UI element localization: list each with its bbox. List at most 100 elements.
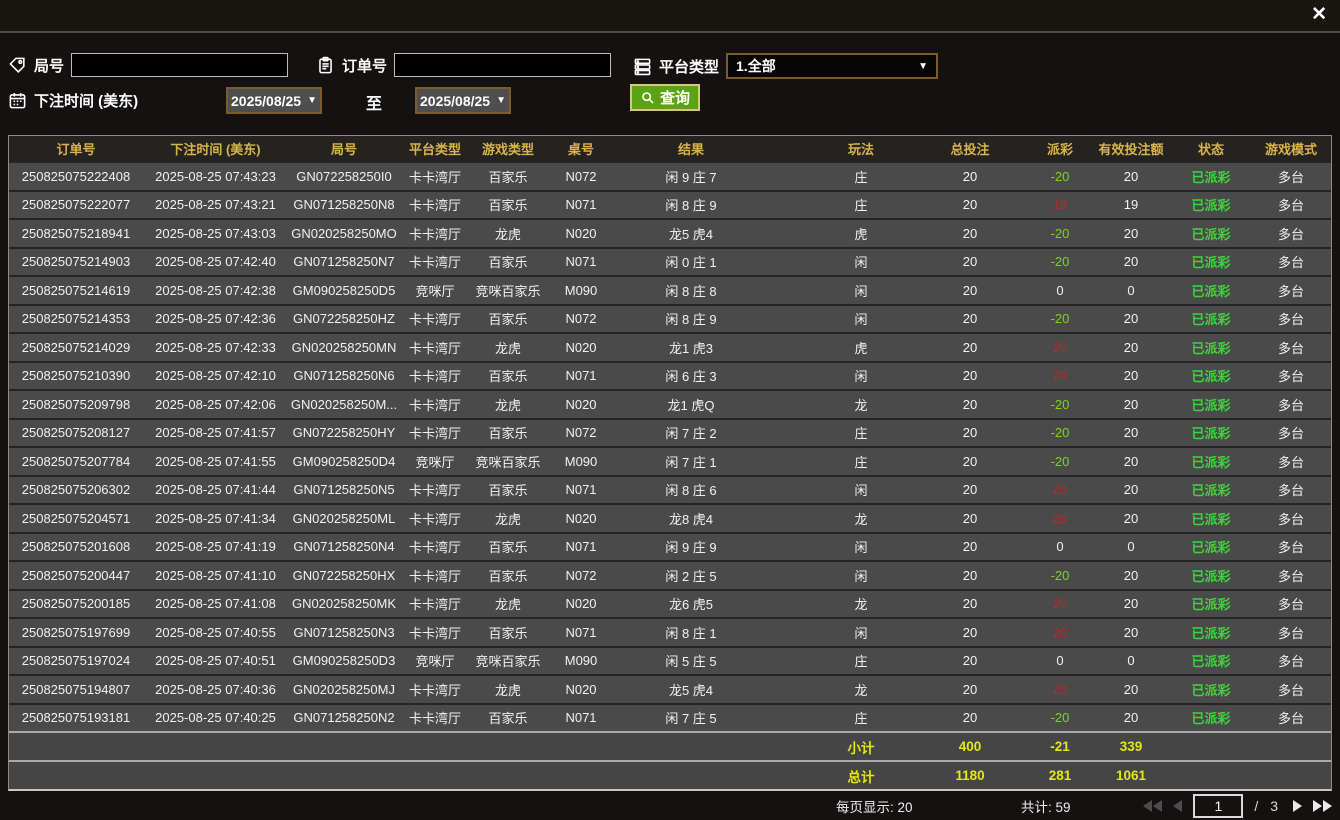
per-page-label: 每页显示: — [836, 800, 894, 815]
cell-bet: 庄 — [854, 454, 868, 470]
table-row: 250825075214619 2025-08-25 07:42:38 GM0902… — [9, 275, 1331, 304]
cell-valid: 20 — [1123, 254, 1139, 270]
cell-round: GN072258250HY — [292, 425, 396, 441]
first-page-button[interactable] — [1143, 800, 1163, 812]
cell-payout: -20 — [1050, 225, 1070, 241]
cell-mode: 多台 — [1277, 511, 1304, 527]
next-page-button[interactable] — [1293, 800, 1302, 812]
cell-total: 20 — [962, 368, 978, 384]
cell-round: GN071258250N6 — [293, 368, 395, 384]
cell-game: 龙虎 — [494, 511, 521, 527]
prev-page-button[interactable] — [1173, 800, 1183, 812]
grand-total-row: 总计 1180 281 1061 — [9, 760, 1331, 789]
cell-time: 2025-08-25 07:40:36 — [155, 681, 276, 697]
cell-order: 250825075218941 — [21, 225, 131, 241]
cell-game: 竞咪百家乐 — [475, 283, 541, 299]
cell-hall: 卡卡湾厅 — [408, 483, 461, 499]
cell-mode: 多台 — [1277, 568, 1304, 584]
chevron-down-icon: ▼ — [307, 95, 317, 106]
tag-icon — [9, 57, 25, 73]
cell-status: 已派彩 — [1191, 369, 1231, 385]
cell-round: GN072258250HX — [292, 567, 396, 583]
cell-table: N071 — [565, 710, 597, 726]
date-from-wrap: 2025/08/25 ▼ — [226, 87, 322, 114]
col-header-game: 游戏类型 — [481, 142, 534, 157]
cell-order: 250825075222408 — [21, 168, 131, 184]
cell-time: 2025-08-25 07:43:23 — [155, 168, 276, 184]
cell-game: 百家乐 — [488, 568, 528, 584]
cell-valid: 0 — [1127, 653, 1135, 669]
table-row: 250825075194807 2025-08-25 07:40:36 GN0202… — [9, 674, 1331, 703]
cell-payout: -20 — [1050, 168, 1070, 184]
cell-total: 20 — [962, 339, 978, 355]
cell-game: 龙虎 — [494, 597, 521, 613]
cell-game: 龙虎 — [494, 397, 521, 413]
cell-bet: 庄 — [854, 198, 868, 214]
table-row: 250825075222077 2025-08-25 07:43:21 GN0712… — [9, 189, 1331, 218]
cell-status: 已派彩 — [1191, 540, 1231, 556]
cell-payout: 0 — [1056, 653, 1064, 669]
cell-game: 竞咪百家乐 — [475, 454, 541, 470]
cell-time: 2025-08-25 07:40:25 — [155, 710, 276, 726]
total-pages: 3 — [1270, 798, 1282, 814]
cell-status: 已派彩 — [1191, 454, 1231, 470]
clipboard-icon — [319, 56, 332, 73]
cell-order: 250825075214903 — [21, 254, 131, 270]
platform-select[interactable]: 1.全部 ▼ — [726, 53, 939, 79]
cell-payout: -20 — [1050, 254, 1070, 270]
cell-time: 2025-08-25 07:41:44 — [155, 482, 276, 498]
table-row: 250825075218941 2025-08-25 07:43:03 GN0202… — [9, 218, 1331, 247]
bet-time-filter-label: 下注时间 (美东) — [8, 90, 138, 111]
table-row: 250825075200447 2025-08-25 07:41:10 GN0722… — [9, 560, 1331, 589]
cell-round: GN072258250HZ — [293, 311, 395, 327]
table-row: 250825075210390 2025-08-25 07:42:10 GN0712… — [9, 360, 1331, 389]
server-list-icon — [634, 58, 651, 75]
cell-payout: 0 — [1056, 539, 1064, 555]
cell-total: 20 — [962, 681, 978, 697]
round-input[interactable] — [71, 53, 289, 77]
cell-time: 2025-08-25 07:40:55 — [155, 624, 276, 640]
cell-order: 250825075201608 — [21, 539, 131, 555]
cell-result: 闲 7 庄 5 — [665, 711, 717, 727]
table-body: 250825075222408 2025-08-25 07:43:23 GN0722… — [9, 161, 1331, 731]
cell-result: 龙5 虎4 — [668, 226, 714, 242]
cell-hall: 卡卡湾厅 — [408, 540, 461, 556]
cell-bet: 闲 — [854, 283, 868, 299]
order-input[interactable] — [394, 53, 612, 77]
total-count-value: 59 — [1055, 800, 1071, 815]
cell-bet: 庄 — [854, 711, 868, 727]
cell-mode: 多台 — [1277, 340, 1304, 356]
last-page-button[interactable] — [1313, 800, 1332, 812]
cell-bet: 庄 — [854, 169, 868, 185]
date-to-picker[interactable]: 2025/08/25 ▼ — [415, 87, 511, 114]
col-header-order: 订单号 — [56, 142, 96, 157]
page-number-input[interactable] — [1193, 794, 1244, 818]
total-count-text: 共计: 59 — [1021, 796, 1071, 816]
cell-bet: 虎 — [854, 340, 868, 356]
search-button[interactable]: 查询 — [630, 84, 701, 111]
subtotal-bet-total: 400 — [958, 739, 982, 754]
col-header-hall: 平台类型 — [408, 142, 461, 157]
col-header-table: 桌号 — [567, 142, 594, 157]
cell-result: 龙1 虎Q — [667, 397, 715, 413]
cell-mode: 多台 — [1277, 682, 1304, 698]
cell-mode: 多台 — [1277, 625, 1304, 641]
cell-valid: 20 — [1123, 396, 1139, 412]
cell-payout: 20 — [1052, 596, 1068, 612]
cell-table: N020 — [565, 510, 597, 526]
cell-order: 250825075214619 — [21, 282, 131, 298]
round-filter: 局号 — [8, 53, 289, 77]
cell-bet: 闲 — [854, 625, 868, 641]
cell-table: N072 — [565, 425, 597, 441]
cell-status: 已派彩 — [1191, 283, 1231, 299]
cell-bet: 闲 — [854, 312, 868, 328]
cell-payout: -20 — [1050, 311, 1070, 327]
cell-hall: 卡卡湾厅 — [408, 625, 461, 641]
close-icon[interactable]: ✕ — [1311, 4, 1327, 25]
cell-total: 20 — [962, 596, 978, 612]
cell-table: N071 — [565, 539, 597, 555]
date-from-picker[interactable]: 2025/08/25 ▼ — [226, 87, 322, 114]
cell-result: 闲 2 庄 5 — [665, 568, 717, 584]
cell-table: M090 — [564, 453, 598, 469]
platform-label: 平台类型 — [659, 58, 720, 76]
